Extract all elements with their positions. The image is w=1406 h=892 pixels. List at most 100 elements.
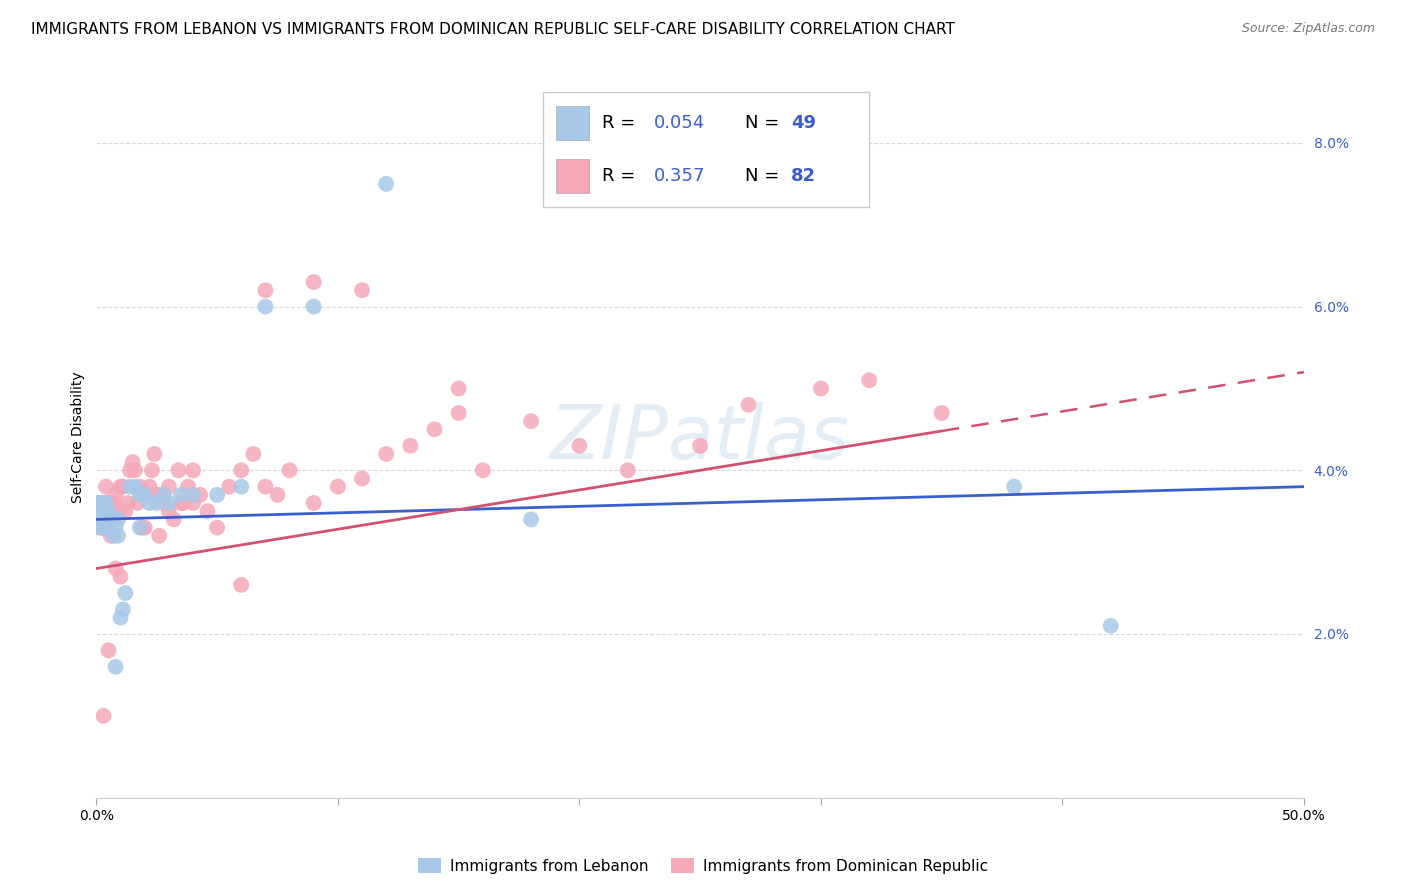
Point xyxy=(104,561,127,575)
Point xyxy=(181,488,204,502)
Point xyxy=(100,520,122,534)
Point xyxy=(131,520,153,534)
Point xyxy=(350,283,373,297)
Point xyxy=(90,504,112,518)
Point xyxy=(104,520,127,534)
Point xyxy=(111,480,134,494)
Point xyxy=(254,480,277,494)
Legend: Immigrants from Lebanon, Immigrants from Dominican Republic: Immigrants from Lebanon, Immigrants from… xyxy=(412,852,994,880)
Point xyxy=(447,406,470,420)
Point xyxy=(162,512,184,526)
Point xyxy=(93,512,115,526)
Point xyxy=(520,414,543,428)
Point xyxy=(520,512,543,526)
Point xyxy=(93,504,115,518)
Point xyxy=(302,496,325,510)
Point xyxy=(110,480,132,494)
Point xyxy=(90,496,112,510)
Point xyxy=(107,504,129,518)
Point xyxy=(90,520,112,534)
Point xyxy=(148,529,170,543)
Point xyxy=(117,496,139,510)
Point xyxy=(114,504,136,518)
Point xyxy=(143,447,166,461)
Point xyxy=(170,488,193,502)
Point xyxy=(103,504,125,518)
Point xyxy=(157,496,180,510)
Point xyxy=(153,496,176,510)
Point xyxy=(114,586,136,600)
Text: Source: ZipAtlas.com: Source: ZipAtlas.com xyxy=(1241,22,1375,36)
Text: IMMIGRANTS FROM LEBANON VS IMMIGRANTS FROM DOMINICAN REPUBLIC SELF-CARE DISABILI: IMMIGRANTS FROM LEBANON VS IMMIGRANTS FR… xyxy=(31,22,955,37)
Point xyxy=(124,480,146,494)
Point xyxy=(100,496,122,510)
Point xyxy=(103,496,125,510)
Point xyxy=(302,275,325,289)
Point xyxy=(90,512,112,526)
Point xyxy=(87,496,110,510)
Point xyxy=(350,471,373,485)
Point xyxy=(616,463,638,477)
Point xyxy=(231,578,253,592)
Point xyxy=(188,488,211,502)
Point xyxy=(104,659,127,673)
Point xyxy=(103,529,125,543)
Point xyxy=(134,520,156,534)
Point xyxy=(124,463,146,477)
Point xyxy=(93,708,115,723)
Point xyxy=(90,512,112,526)
Point xyxy=(90,496,112,510)
Point xyxy=(110,570,132,584)
Point xyxy=(218,480,240,494)
Point xyxy=(87,512,110,526)
Point xyxy=(94,496,117,510)
Point xyxy=(97,643,120,657)
Point xyxy=(103,512,125,526)
Point xyxy=(97,496,120,510)
Point xyxy=(278,463,301,477)
Point xyxy=(94,496,117,510)
Point xyxy=(150,488,173,502)
Point xyxy=(121,455,143,469)
Point xyxy=(858,373,880,387)
Point xyxy=(138,496,160,510)
Point xyxy=(153,488,176,502)
Point xyxy=(197,504,219,518)
Point xyxy=(471,463,494,477)
Point xyxy=(128,480,150,494)
Point xyxy=(205,488,228,502)
Point xyxy=(177,480,200,494)
Point xyxy=(157,480,180,494)
Point xyxy=(97,520,120,534)
Point xyxy=(231,463,253,477)
Point xyxy=(447,381,470,395)
Point xyxy=(94,520,117,534)
Point xyxy=(94,512,117,526)
Point xyxy=(127,496,149,510)
Point xyxy=(93,512,115,526)
Point xyxy=(104,488,127,502)
Point xyxy=(737,398,759,412)
Point xyxy=(128,488,150,502)
Point xyxy=(266,488,288,502)
Point xyxy=(107,512,129,526)
Point xyxy=(120,463,142,477)
Point xyxy=(423,422,446,436)
Point xyxy=(181,496,204,510)
Text: ZIPatlas: ZIPatlas xyxy=(550,401,851,474)
Point xyxy=(87,520,110,534)
Point xyxy=(145,496,167,510)
Point xyxy=(375,447,398,461)
Point xyxy=(810,381,832,395)
Point xyxy=(128,520,150,534)
Point xyxy=(375,177,398,191)
Point xyxy=(242,447,264,461)
Point xyxy=(93,496,115,510)
Point xyxy=(134,488,156,502)
Point xyxy=(326,480,349,494)
Point xyxy=(181,463,204,477)
Y-axis label: Self-Care Disability: Self-Care Disability xyxy=(72,372,86,503)
Point xyxy=(107,529,129,543)
Point xyxy=(302,300,325,314)
Point xyxy=(97,504,120,518)
